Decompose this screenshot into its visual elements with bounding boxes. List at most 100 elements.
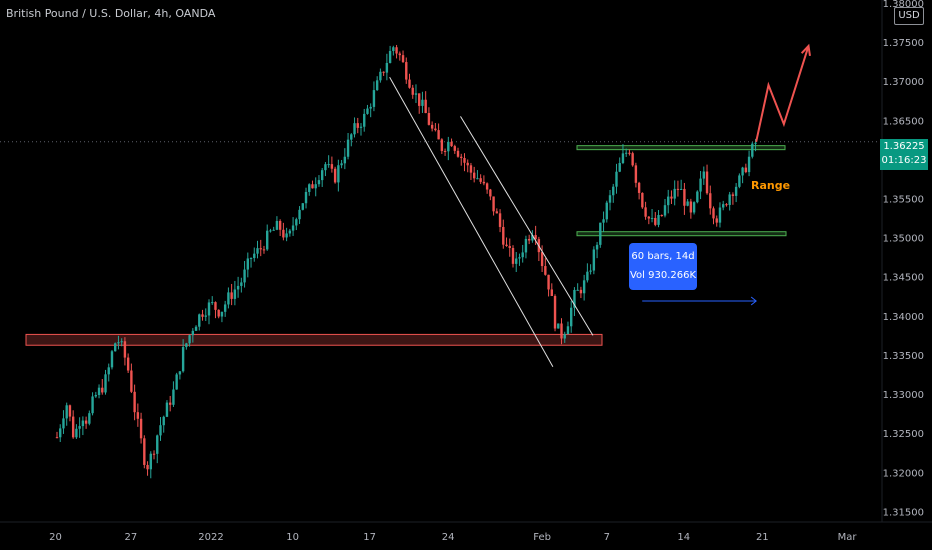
candle-body bbox=[728, 194, 731, 205]
candle-body bbox=[734, 186, 738, 196]
candle-body bbox=[560, 323, 563, 339]
candle-body bbox=[547, 274, 550, 290]
candle-body bbox=[634, 165, 638, 183]
candle-body bbox=[667, 196, 670, 206]
bar-countdown: 01:16:23 bbox=[881, 155, 927, 166]
candle-body bbox=[194, 326, 198, 331]
currency-button[interactable]: USD bbox=[894, 7, 924, 25]
candle-body bbox=[647, 216, 651, 219]
candle-body bbox=[278, 220, 282, 230]
projection-path bbox=[755, 45, 810, 142]
candle-body bbox=[628, 152, 631, 154]
candle-body bbox=[269, 230, 272, 232]
trend-channel-line bbox=[460, 116, 594, 336]
candle-body bbox=[679, 188, 683, 190]
candle-body bbox=[624, 152, 628, 154]
candle-body bbox=[414, 93, 418, 95]
candle-body bbox=[97, 387, 101, 395]
candle-body bbox=[162, 416, 165, 426]
candle-body bbox=[654, 217, 657, 225]
candle-body bbox=[230, 292, 233, 299]
candle-body bbox=[214, 302, 217, 310]
candle-body bbox=[479, 178, 482, 182]
candle-body bbox=[527, 238, 531, 241]
candle-body bbox=[220, 311, 224, 317]
candle-body bbox=[602, 219, 605, 223]
candle-body bbox=[139, 418, 143, 439]
candle-body bbox=[185, 343, 188, 348]
x-tick-label: 24 bbox=[442, 532, 455, 543]
candle-body bbox=[126, 357, 130, 371]
candle-body bbox=[101, 387, 104, 393]
candle-body bbox=[421, 99, 424, 106]
candle-body bbox=[308, 184, 311, 192]
y-tick-label: 1.32500 bbox=[883, 429, 924, 440]
candle-body bbox=[689, 201, 693, 213]
range-bottom-line bbox=[576, 231, 787, 237]
candle-body bbox=[702, 171, 705, 179]
candle-body bbox=[291, 225, 295, 231]
candle-body bbox=[430, 124, 434, 129]
candle-body bbox=[544, 266, 547, 275]
candle-body bbox=[579, 289, 583, 294]
candle-body bbox=[275, 220, 279, 230]
candle-body bbox=[670, 196, 673, 199]
candle-body bbox=[482, 181, 486, 184]
candle-body bbox=[68, 405, 72, 417]
candle-body bbox=[201, 314, 204, 317]
candle-body bbox=[401, 55, 405, 63]
candle-body bbox=[725, 204, 728, 206]
candle-body bbox=[621, 153, 625, 164]
candle-body bbox=[485, 183, 489, 190]
candle-body bbox=[495, 211, 499, 214]
candle-body bbox=[573, 289, 576, 308]
y-tick-label: 1.34000 bbox=[883, 312, 924, 323]
candle-body bbox=[570, 307, 573, 327]
candle-body bbox=[553, 295, 557, 329]
range-top-line bbox=[576, 145, 786, 151]
candle-body bbox=[211, 302, 214, 304]
candle-body bbox=[104, 374, 107, 393]
measure-bars-label: 60 bars, 14d bbox=[631, 251, 695, 262]
measure-volume-label: Vol 930.266K bbox=[629, 270, 697, 281]
y-tick-label: 1.34500 bbox=[883, 273, 924, 284]
candle-body bbox=[453, 146, 456, 151]
current-price-badge: 1.36225 01:16:23 bbox=[880, 139, 928, 170]
candle-body bbox=[356, 123, 359, 128]
candle-body bbox=[298, 209, 301, 220]
candle-body bbox=[463, 158, 466, 163]
x-tick-label: Feb bbox=[533, 532, 551, 543]
candle-body bbox=[353, 123, 356, 135]
candle-body bbox=[314, 184, 317, 189]
measure-info-box[interactable]: 60 bars, 14d Vol 930.266K bbox=[629, 243, 697, 290]
candle-body bbox=[424, 99, 427, 114]
candle-body bbox=[476, 178, 479, 180]
candle-body bbox=[489, 189, 492, 197]
candle-body bbox=[599, 222, 602, 245]
candle-body bbox=[375, 80, 379, 91]
candle-body bbox=[288, 230, 292, 234]
candle-body bbox=[324, 164, 327, 171]
candle-body bbox=[676, 188, 680, 190]
candle-body bbox=[505, 244, 508, 247]
candle-body bbox=[333, 168, 337, 183]
candle-body bbox=[359, 126, 363, 128]
candle-body bbox=[660, 215, 663, 217]
trend-channel-line bbox=[389, 76, 554, 367]
candle-body bbox=[65, 405, 68, 419]
x-tick-label: 2022 bbox=[198, 532, 223, 543]
candle-body bbox=[540, 252, 544, 267]
candle-body bbox=[337, 165, 340, 183]
y-tick-label: 1.35500 bbox=[883, 195, 924, 206]
candle-body bbox=[178, 371, 182, 375]
measure-arrowhead bbox=[750, 296, 757, 306]
candle-body bbox=[253, 253, 256, 259]
candle-body bbox=[443, 150, 447, 152]
candle-body bbox=[207, 302, 211, 316]
candle-body bbox=[460, 156, 463, 159]
candle-body bbox=[282, 229, 285, 238]
candle-body bbox=[262, 249, 266, 251]
candle-body bbox=[382, 71, 385, 73]
